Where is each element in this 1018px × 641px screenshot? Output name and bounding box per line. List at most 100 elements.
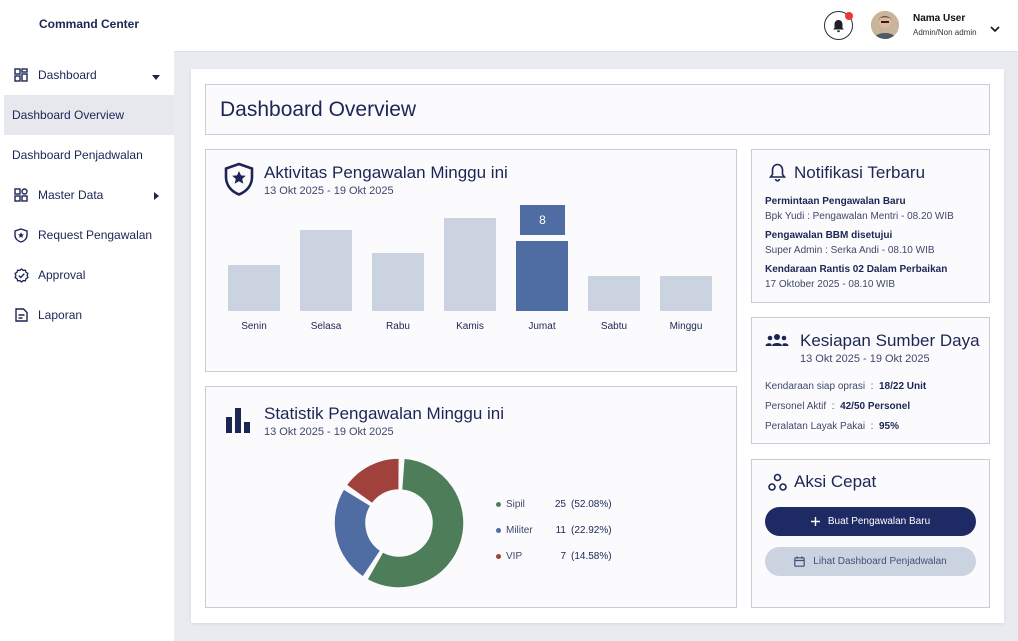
shield-star-icon [223,162,255,202]
bell-icon [833,19,844,32]
chevron-down-icon[interactable] [990,20,1000,38]
activity-date-range: 13 Okt 2025 - 19 Okt 2025 [264,185,394,197]
notification-item[interactable]: Kendaraan Rantis 02 Dalam Perbaikan 17 O… [765,264,947,290]
bar-rabu [372,252,424,311]
bar-minggu [660,276,712,311]
legend-item: Sipil 25 (52.08%) [496,491,612,517]
sidebar-item-label: Master Data [38,188,104,202]
bar-chart-icon [225,407,253,438]
notification-body: Super Admin : Serka Andi - 08.10 WIB [765,245,935,256]
resource-label: Kendaraan siap oprasi [765,381,866,392]
sidebar-item-dashboard-overview[interactable]: Dashboard Overview [4,95,174,135]
people-group-icon [765,333,789,352]
resources-date-range: 13 Okt 2025 - 19 Okt 2025 [800,353,930,365]
calendar-icon [794,556,806,567]
view-schedule-button[interactable]: Lihat Dashboard Penjadwalan [765,547,976,576]
sidebar-item-label: Request Pengawalan [38,228,153,242]
legend-dot [496,527,501,533]
plus-icon [810,517,820,526]
resource-value: 18/22 Unit [878,381,927,392]
quick-actions-title: Aksi Cepat [794,472,877,491]
notification-item[interactable]: Permintaan Pengawalan Baru Bpk Yudi : Pe… [765,196,954,222]
stats-title: Statistik Pengawalan Minggu ini [264,404,505,423]
legend-pct: (14.58%) [571,550,612,562]
sidebar-item-label: Dashboard [38,68,97,82]
legend-dot [496,501,501,507]
bar-kamis [444,218,496,311]
quick-actions-card: Aksi Cepat Buat Pengawalan Baru Lihat Da… [751,459,990,608]
shield-star-icon [13,227,29,243]
resource-sep: : [831,401,835,412]
report-icon [13,307,29,323]
create-escort-button[interactable]: Buat Pengawalan Baru [765,507,976,536]
bar-sabtu [588,276,640,311]
caret-right-icon [154,189,160,203]
master-data-icon [13,187,29,203]
legend-dot [496,553,501,559]
resource-value: 42/50 Personel [840,401,911,412]
stats-card: Statistik Pengawalan Minggu ini 13 Okt 2… [205,386,737,608]
donut-slice-sipil [366,457,465,589]
resource-label: Personel Aktif [765,401,827,412]
donut-slice-vip [345,457,401,505]
notification-item[interactable]: Pengawalan BBM disetujui Super Admin : S… [765,230,935,256]
sidebar-item-master-data[interactable]: Master Data [0,175,174,215]
bell-outline-icon [768,163,787,187]
notification-body: 17 Oktober 2025 - 08.10 WIB [765,279,896,290]
stats-legend: Sipil 25 (52.08%) Militer 11 (22.92%) VI… [496,491,612,569]
dashboard-grid-icon [13,67,29,83]
nodes-icon [768,473,787,497]
sidebar-item-label: Approval [38,268,86,282]
legend-item: Militer 11 (22.92%) [496,517,612,543]
legend-name: Militer [506,524,533,536]
bar-label: Rabu [386,321,410,332]
stats-date-range: 13 Okt 2025 - 19 Okt 2025 [264,426,394,438]
create-escort-label: Buat Pengawalan Baru [827,516,931,527]
resource-value: 95% [878,421,899,432]
sidebar-item-approval[interactable]: Approval [0,255,174,295]
legend-pct: (52.08%) [571,498,612,510]
resource-row: Peralatan Layak Pakai : 95% [765,421,899,432]
bar-selasa [300,229,352,311]
bar-label: Sabtu [600,321,628,332]
bar-senin [228,264,280,311]
bar-label: Selasa [310,321,342,332]
notification-button[interactable] [824,11,853,40]
notification-body: Bpk Yudi : Pengawalan Mentri - 08.20 WIB [765,211,954,222]
legend-name: Sipil [506,498,525,510]
notifications-title: Notifikasi Terbaru [794,163,926,182]
legend-count: 7 [560,550,566,562]
notifications-card: Notifikasi Terbaru Permintaan Pengawalan… [751,149,990,303]
app-brand: Command Center [39,17,140,31]
activity-bar-chart: Senin Selasa Rabu Kamis Jumat 8 Sabtu Minggu [228,205,718,335]
bar-jumat [516,241,568,311]
resources-title: Kesiapan Sumber Daya [800,331,980,350]
resources-card: Kesiapan Sumber Daya 13 Okt 2025 - 19 Ok… [751,317,990,444]
sidebar-item-dashboard-penjadwalan[interactable]: Dashboard Penjadwalan [0,135,174,175]
sidebar-item-laporan[interactable]: Laporan [0,295,174,335]
resource-label: Peralatan Layak Pakai [765,421,866,432]
sidebar-item-request-pengawalan[interactable]: Request Pengawalan [0,215,174,255]
avatar[interactable] [871,11,899,39]
bar-label: Kamis [456,321,484,332]
user-name: Nama User [913,13,966,24]
sidebar-item-dashboard[interactable]: Dashboard [0,55,174,95]
view-schedule-label: Lihat Dashboard Penjadwalan [813,556,947,567]
stats-donut-chart [333,457,465,589]
user-role: Admin/Non admin [913,28,977,37]
notification-dot [845,12,853,20]
check-badge-icon [13,267,29,283]
resource-row: Kendaraan siap oprasi : 18/22 Unit [765,381,926,392]
donut-slice-militer [333,488,382,578]
notification-title: Pengawalan BBM disetujui [765,230,893,241]
resource-sep: : [870,381,874,392]
sidebar-item-label: Dashboard Penjadwalan [12,148,143,162]
legend-count: 11 [555,524,566,536]
resource-row: Personel Aktif : 42/50 Personel [765,401,910,412]
legend-item: VIP 7 (14.58%) [496,543,612,569]
notification-title: Permintaan Pengawalan Baru [765,196,906,207]
sidebar-item-label: Dashboard Overview [12,108,125,122]
bar-label: Senin [241,321,267,332]
legend-pct: (22.92%) [571,524,612,536]
page-title: Dashboard Overview [220,98,417,121]
